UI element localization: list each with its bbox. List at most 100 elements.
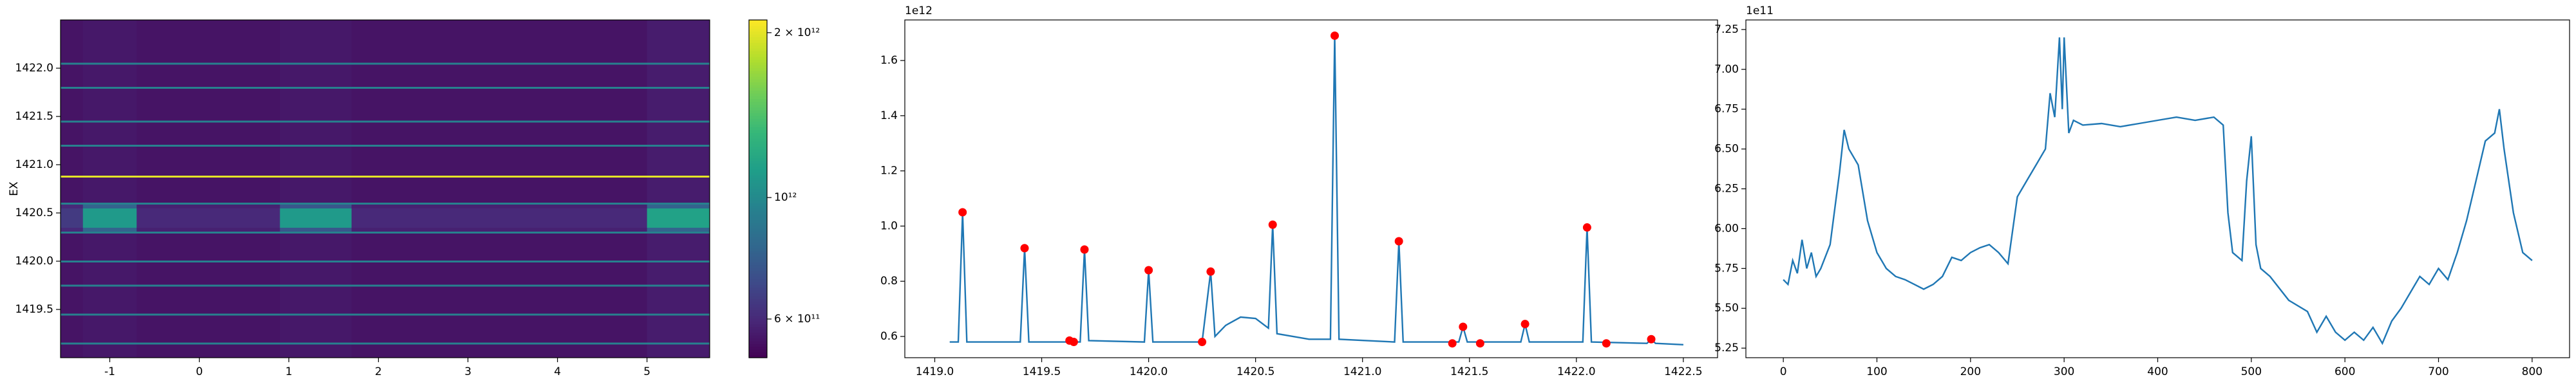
heatmap-cell: [351, 262, 648, 285]
colorbar-swatch: [749, 183, 767, 187]
heatmap-cell: [279, 344, 352, 358]
heatmap-cell: [647, 20, 710, 63]
colorbar-swatch: [749, 76, 767, 80]
peak-marker: [1080, 245, 1089, 254]
colorbar-swatch: [749, 178, 767, 181]
peak-marker: [1475, 339, 1484, 348]
x-tick-label: 1422.5: [1664, 365, 1702, 378]
colorbar-swatch: [749, 149, 767, 153]
heatmap-cell: [647, 204, 710, 208]
peak-marker: [1198, 338, 1207, 347]
colorbar-swatch: [749, 68, 767, 71]
heatmap-cell: [279, 20, 352, 63]
heatmap-cell: [137, 208, 281, 228]
x-tick-label: 600: [2334, 365, 2355, 378]
heatmap-cell: [351, 88, 648, 121]
heatmap-cell: [351, 227, 648, 232]
peak-marker: [1206, 267, 1215, 276]
x-tick-label: 200: [1960, 365, 1981, 378]
heatmap-cell: [61, 260, 84, 262]
heatmap-cell: [279, 204, 352, 208]
heatmap-cell: [137, 262, 281, 285]
heatmap-cell: [647, 86, 710, 89]
heatmap-cell: [61, 64, 84, 87]
peak-marker: [1144, 266, 1153, 275]
heatmap-cell: [351, 62, 648, 65]
y-tick-label: 6.25: [1714, 183, 1739, 196]
heatmap-cell: [279, 286, 352, 314]
x-tick-label: 0: [196, 365, 203, 378]
peak-marker: [1582, 223, 1591, 232]
heatmap-cell: [279, 88, 352, 121]
colorbar-swatch: [749, 245, 767, 248]
colorbar-swatch: [749, 146, 767, 150]
heatmap-cell: [82, 88, 137, 121]
heatmap-cell: [137, 144, 281, 147]
heatmap-cell: [61, 284, 84, 287]
colorbar-swatch: [749, 194, 767, 198]
heatmap-cell: [82, 120, 137, 123]
y-tick-label: 1420.5: [15, 207, 53, 219]
peak-marker: [1459, 322, 1468, 331]
colorbar-swatch: [749, 273, 767, 277]
colorbar-swatch: [749, 214, 767, 217]
heatmap-cell: [82, 175, 137, 178]
heatmap-cell: [61, 204, 84, 208]
colorbar-swatch: [749, 115, 767, 119]
heatmap-cell: [137, 284, 281, 287]
colorbar-swatch: [749, 23, 767, 26]
heatmap-cell: [61, 231, 84, 234]
colorbar-swatch: [749, 264, 767, 268]
heatmap-cell: [137, 20, 281, 63]
heatmap-cell: [137, 202, 281, 205]
data-line: [1783, 37, 2533, 345]
heatmap-cell: [137, 286, 281, 314]
colorbar-swatch: [749, 90, 767, 94]
colorbar-swatch: [749, 236, 767, 240]
heatmap-cell: [61, 233, 84, 261]
colorbar-swatch: [749, 326, 767, 330]
heatmap-cell: [647, 88, 710, 121]
colorbar-tick-label: 10¹²: [774, 191, 797, 204]
heatmap-cell: [82, 177, 137, 203]
peak-marker: [1602, 339, 1611, 348]
heatmap-cell: [279, 177, 352, 203]
heatmap-cell: [647, 284, 710, 287]
heatmap-cell: [137, 175, 281, 178]
colorbar-swatch: [749, 253, 767, 257]
colorbar-swatch: [749, 70, 767, 74]
heatmap-cell: [279, 64, 352, 87]
heatmap-cell: [137, 86, 281, 89]
x-tick-label: 0: [1780, 365, 1787, 378]
heatmap-cell: [351, 146, 648, 176]
peak-marker: [1069, 338, 1078, 347]
heatmap-cell: [82, 227, 137, 232]
colorbar-swatch: [749, 262, 767, 266]
x-tick-label: 4: [554, 365, 561, 378]
colorbar-swatch: [749, 259, 767, 262]
peak-marker: [958, 208, 967, 217]
colorbar-swatch: [749, 250, 767, 254]
heatmap-cell: [279, 122, 352, 145]
heatmap-cell: [82, 233, 137, 261]
colorbar-swatch: [749, 104, 767, 108]
panel: 1e11 0 100 200 300 400 500 600 700 800 5.25 5.50 5.7…: [1714, 5, 2570, 378]
colorbar-swatch: [749, 307, 767, 311]
colorbar-swatch: [749, 174, 767, 178]
colorbar-swatch: [749, 160, 767, 164]
heatmap-cell: [279, 120, 352, 123]
axis-offset-label: 1e12: [905, 5, 933, 17]
colorbar-swatch: [749, 248, 767, 252]
colorbar-swatch: [749, 48, 767, 51]
colorbar-swatch: [749, 231, 767, 235]
heatmap-cell: [61, 202, 84, 205]
y-axis-label: EX: [8, 181, 21, 196]
heatmap-cell: [82, 204, 137, 208]
colorbar-swatch: [749, 200, 767, 203]
colorbar-swatch: [749, 225, 767, 229]
colorbar-swatch: [749, 152, 767, 156]
heatmap-cell: [82, 64, 137, 87]
colorbar-swatch: [749, 304, 767, 308]
x-tick-label: 300: [2054, 365, 2074, 378]
heatmap-cell: [137, 227, 281, 232]
